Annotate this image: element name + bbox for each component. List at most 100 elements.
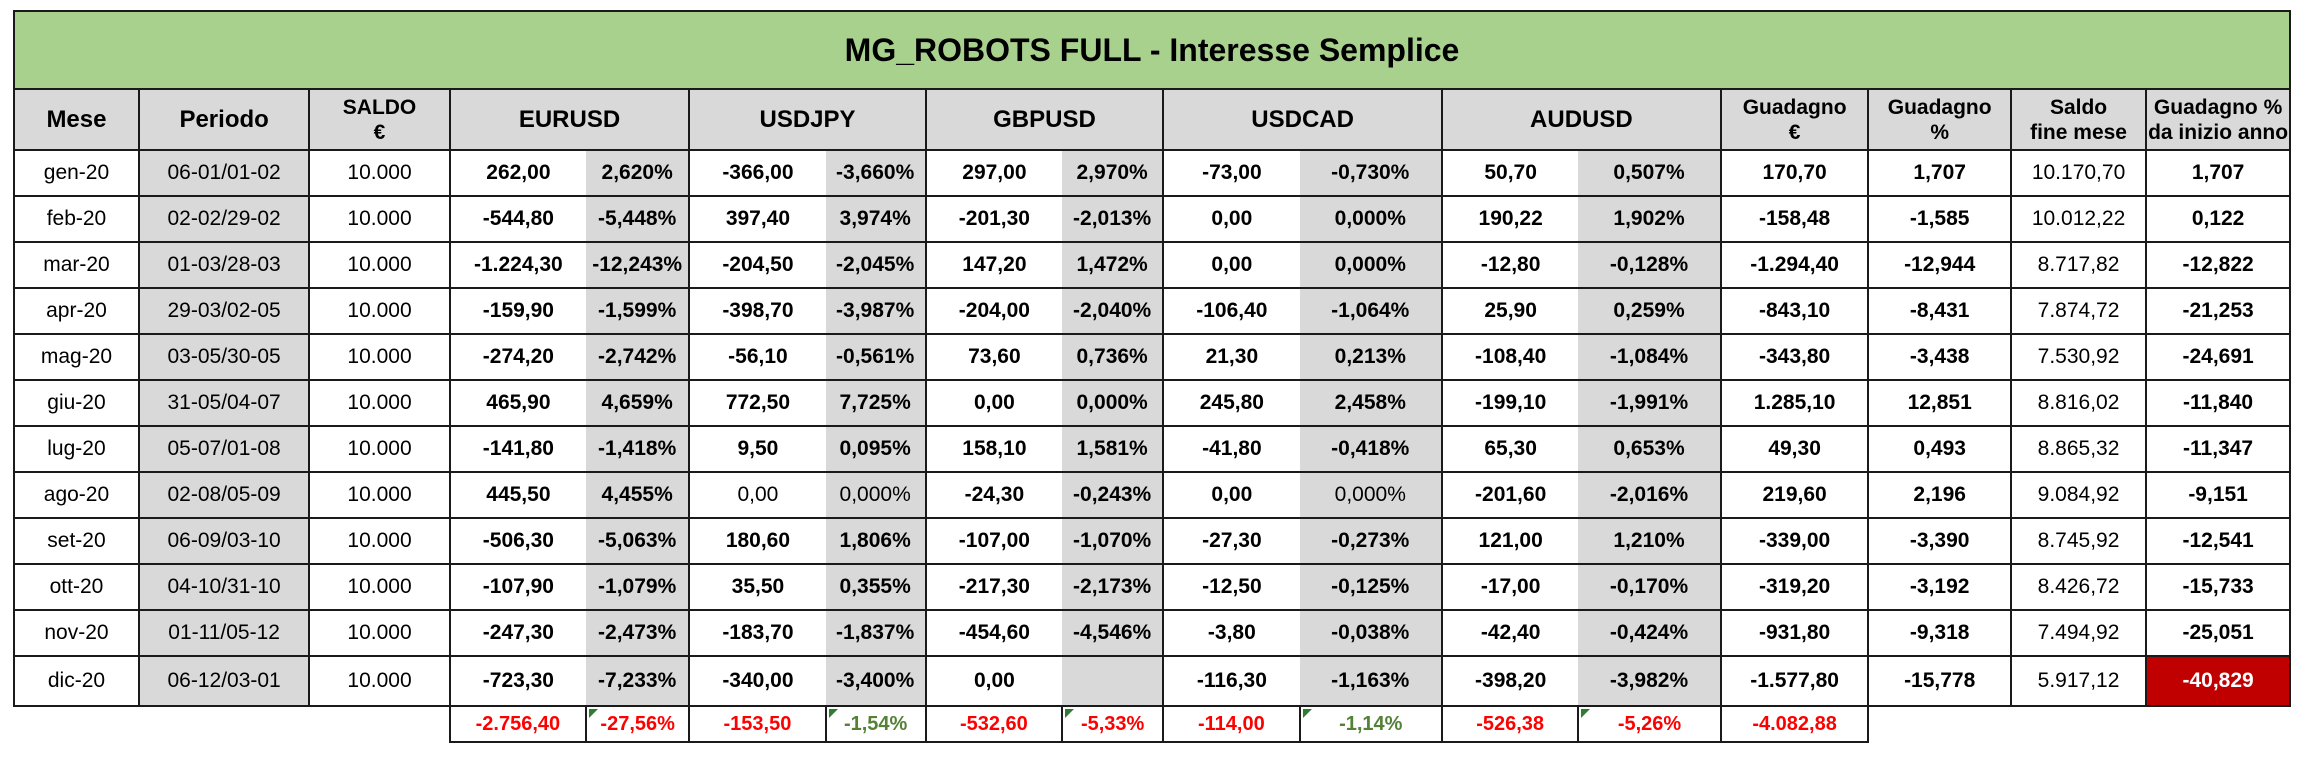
- cell-guadagno-eur[interactable]: -843,10: [1719, 287, 1870, 335]
- cell-guadagno-eur[interactable]: 49,30: [1719, 425, 1870, 473]
- cell-saldo-fine[interactable]: 7.874,72: [2009, 287, 2148, 335]
- cell-usdcad-value[interactable]: 0,00: [1162, 195, 1300, 243]
- cell-audusd-value[interactable]: -398,20: [1440, 655, 1579, 707]
- cell-usdjpy-percent[interactable]: 0,095%: [825, 425, 927, 473]
- cell-guadagno-pct[interactable]: 12,851: [1867, 379, 2012, 427]
- cell-eurusd-percent[interactable]: 4,659%: [586, 379, 691, 427]
- cell-periodo[interactable]: 02-02/29-02: [137, 195, 311, 243]
- cell-saldo[interactable]: 10.000: [308, 425, 451, 473]
- cell-audusd-value[interactable]: -17,00: [1440, 563, 1579, 611]
- cell-eurusd-value[interactable]: 465,90: [448, 379, 587, 427]
- cell-audusd-value[interactable]: -42,40: [1440, 609, 1579, 657]
- cell-audusd-value[interactable]: 65,30: [1440, 425, 1579, 473]
- cell-gbpusd-percent[interactable]: 0,736%: [1062, 333, 1165, 381]
- cell-gbpusd-percent[interactable]: -0,243%: [1062, 471, 1165, 519]
- cell-eurusd-value[interactable]: -1.224,30: [448, 241, 587, 289]
- cell-ytd[interactable]: -11,347: [2145, 425, 2291, 473]
- cell-usdjpy-percent[interactable]: 1,806%: [825, 517, 927, 565]
- cell-usdcad-value[interactable]: 0,00: [1162, 241, 1300, 289]
- cell-gbpusd-value[interactable]: -201,30: [924, 195, 1063, 243]
- cell-gbpusd-value[interactable]: -217,30: [924, 563, 1063, 611]
- cell-gbpusd-percent[interactable]: -2,173%: [1062, 563, 1165, 611]
- cell-usdcad-percent[interactable]: 0,000%: [1299, 471, 1444, 519]
- cell-saldo[interactable]: 10.000: [308, 517, 451, 565]
- cell-gbpusd-value[interactable]: 73,60: [924, 333, 1063, 381]
- total-audusd-value[interactable]: -526,38: [1440, 705, 1580, 743]
- cell-periodo[interactable]: 06-12/03-01: [137, 655, 311, 707]
- cell-usdjpy-percent[interactable]: -3,987%: [825, 287, 927, 335]
- cell-usdjpy-percent[interactable]: -3,660%: [825, 149, 927, 197]
- cell-usdjpy-percent[interactable]: 7,725%: [825, 379, 927, 427]
- cell-gbpusd-percent[interactable]: -4,546%: [1062, 609, 1165, 657]
- cell-usdcad-value[interactable]: -27,30: [1162, 517, 1300, 565]
- cell-ytd[interactable]: -12,541: [2145, 517, 2291, 565]
- cell-saldo[interactable]: 10.000: [308, 609, 451, 657]
- cell-mese[interactable]: ago-20: [13, 471, 140, 519]
- cell-saldo[interactable]: 10.000: [308, 471, 451, 519]
- cell-guadagno-pct[interactable]: -3,390: [1867, 517, 2012, 565]
- cell-audusd-percent[interactable]: 0,259%: [1578, 287, 1722, 335]
- cell-usdcad-value[interactable]: -12,50: [1162, 563, 1300, 611]
- cell-saldo-fine[interactable]: 10.170,70: [2009, 149, 2148, 197]
- cell-guadagno-pct[interactable]: -1,585: [1867, 195, 2012, 243]
- cell-saldo-fine[interactable]: 5.917,12: [2009, 655, 2148, 707]
- cell-periodo[interactable]: 01-11/05-12: [137, 609, 311, 657]
- total-guadagno-eur[interactable]: -4.082,88: [1719, 705, 1870, 743]
- cell-usdjpy-value[interactable]: -340,00: [688, 655, 826, 707]
- cell-audusd-value[interactable]: 190,22: [1440, 195, 1579, 243]
- cell-gbpusd-value[interactable]: -24,30: [924, 471, 1063, 519]
- cell-guadagno-pct[interactable]: -15,778: [1867, 655, 2012, 707]
- cell-usdjpy-value[interactable]: 772,50: [688, 379, 826, 427]
- cell-saldo-fine[interactable]: 8.717,82: [2009, 241, 2148, 289]
- cell-periodo[interactable]: 05-07/01-08: [137, 425, 311, 473]
- total-usdcad-percent[interactable]: -1,14%: [1298, 705, 1444, 743]
- cell-eurusd-percent[interactable]: 4,455%: [586, 471, 691, 519]
- cell-eurusd-percent[interactable]: -1,418%: [586, 425, 691, 473]
- cell-guadagno-pct[interactable]: -12,944: [1867, 241, 2012, 289]
- cell-saldo[interactable]: 10.000: [308, 379, 451, 427]
- cell-usdcad-value[interactable]: -116,30: [1162, 655, 1300, 707]
- cell-audusd-value[interactable]: -12,80: [1440, 241, 1579, 289]
- cell-gbpusd-percent[interactable]: 2,970%: [1062, 149, 1165, 197]
- cell-guadagno-pct[interactable]: 1,707: [1867, 149, 2012, 197]
- cell-eurusd-value[interactable]: -506,30: [448, 517, 587, 565]
- cell-eurusd-percent[interactable]: -2,742%: [586, 333, 691, 381]
- cell-ytd[interactable]: -11,840: [2145, 379, 2291, 427]
- cell-mese[interactable]: set-20: [13, 517, 140, 565]
- total-gbpusd-value[interactable]: -532,60: [924, 705, 1064, 743]
- cell-guadagno-pct[interactable]: -8,431: [1867, 287, 2012, 335]
- total-usdjpy-value[interactable]: -153,50: [688, 705, 827, 743]
- cell-usdjpy-value[interactable]: 0,00: [688, 471, 826, 519]
- cell-guadagno-pct[interactable]: 0,493: [1867, 425, 2012, 473]
- cell-usdcad-value[interactable]: -3,80: [1162, 609, 1300, 657]
- cell-eurusd-percent[interactable]: -7,233%: [586, 655, 691, 707]
- cell-eurusd-percent[interactable]: 2,620%: [586, 149, 691, 197]
- cell-guadagno-eur[interactable]: 170,70: [1719, 149, 1870, 197]
- cell-periodo[interactable]: 06-09/03-10: [137, 517, 311, 565]
- cell-gbpusd-value[interactable]: -107,00: [924, 517, 1063, 565]
- cell-periodo[interactable]: 03-05/30-05: [137, 333, 311, 381]
- cell-usdjpy-percent[interactable]: -2,045%: [825, 241, 927, 289]
- cell-usdcad-value[interactable]: -73,00: [1162, 149, 1300, 197]
- cell-gbpusd-value[interactable]: 0,00: [924, 379, 1063, 427]
- cell-gbpusd-value[interactable]: 158,10: [924, 425, 1063, 473]
- cell-periodo[interactable]: 02-08/05-09: [137, 471, 311, 519]
- cell-usdjpy-value[interactable]: 9,50: [688, 425, 826, 473]
- cell-audusd-value[interactable]: 121,00: [1440, 517, 1579, 565]
- total-usdcad-value[interactable]: -114,00: [1162, 705, 1301, 743]
- cell-usdjpy-percent[interactable]: -0,561%: [825, 333, 927, 381]
- cell-mese[interactable]: apr-20: [13, 287, 140, 335]
- cell-audusd-percent[interactable]: 0,507%: [1578, 149, 1722, 197]
- cell-usdjpy-value[interactable]: -366,00: [688, 149, 826, 197]
- cell-usdcad-percent[interactable]: -0,730%: [1299, 149, 1444, 197]
- cell-saldo-fine[interactable]: 7.530,92: [2009, 333, 2148, 381]
- cell-usdjpy-percent[interactable]: 0,355%: [825, 563, 927, 611]
- cell-eurusd-value[interactable]: 262,00: [448, 149, 587, 197]
- cell-guadagno-pct[interactable]: -3,438: [1867, 333, 2012, 381]
- cell-guadagno-pct[interactable]: 2,196: [1867, 471, 2012, 519]
- cell-gbpusd-value[interactable]: 0,00: [924, 655, 1063, 707]
- cell-audusd-percent[interactable]: 1,210%: [1578, 517, 1722, 565]
- cell-usdcad-percent[interactable]: 0,000%: [1299, 241, 1444, 289]
- cell-gbpusd-percent[interactable]: -1,070%: [1062, 517, 1165, 565]
- cell-audusd-percent[interactable]: -2,016%: [1578, 471, 1722, 519]
